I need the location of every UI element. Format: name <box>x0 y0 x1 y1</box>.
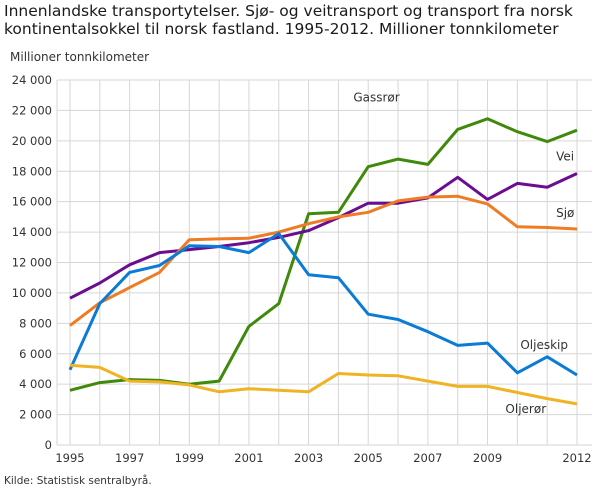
y-tick-label: 14 000 <box>12 225 52 239</box>
series-labels: Gassrør Vei Sjø Oljeskip Oljerør <box>353 90 574 416</box>
y-axis-label: Millioner tonnkilometer <box>10 50 149 64</box>
y-ticks: 0 2 000 4 000 6 000 8 000 10 000 12 000 14 000 1… <box>12 73 52 452</box>
y-tick-label: 6 000 <box>19 347 52 361</box>
chart-title: Innenlandske transportytelser. Sjø- og v… <box>4 2 573 38</box>
series-label: Oljerør <box>505 402 546 416</box>
y-tick-label: 16 000 <box>12 195 52 209</box>
x-tick-label: 2007 <box>413 451 442 465</box>
grid <box>56 79 592 446</box>
y-tick-label: 22 000 <box>12 103 52 117</box>
y-tick-label: 12 000 <box>12 256 52 270</box>
series-label: Oljeskip <box>520 338 568 352</box>
series-lines <box>68 117 578 406</box>
x-tick-label: 2001 <box>234 451 263 465</box>
series-line-Oljeskip <box>68 232 578 377</box>
y-tick-label: 20 000 <box>12 134 52 148</box>
y-tick-label: 18 000 <box>12 164 52 178</box>
y-tick-label: 0 <box>45 438 52 452</box>
series-label: Gassrør <box>353 90 399 104</box>
y-tick-label: 24 000 <box>12 73 52 87</box>
series-line-Vei <box>69 172 578 300</box>
y-tick-label: 4 000 <box>19 377 52 391</box>
series-line-Gassrør <box>69 117 578 392</box>
y-tick-label: 8 000 <box>19 316 52 330</box>
x-tick-label: 1997 <box>115 451 144 465</box>
series-label: Vei <box>556 150 574 164</box>
series-label: Sjø <box>556 206 574 220</box>
x-tick-label: 1999 <box>175 451 204 465</box>
y-tick-label: 10 000 <box>12 286 52 300</box>
y-tick-label: 2 000 <box>19 408 52 422</box>
series-line-Oljerør <box>69 363 578 406</box>
x-tick-label: 1995 <box>55 451 84 465</box>
x-tick-label: 2005 <box>354 451 383 465</box>
x-ticks: 1995 1997 1999 2001 2003 2005 2007 2009 2012 <box>55 451 591 465</box>
x-tick-label: 2012 <box>562 451 591 465</box>
source-note: Kilde: Statistisk sentralbyrå. <box>4 474 152 487</box>
x-tick-label: 2003 <box>294 451 323 465</box>
x-tick-label: 2009 <box>473 451 502 465</box>
series-line-Sjø <box>69 194 578 327</box>
